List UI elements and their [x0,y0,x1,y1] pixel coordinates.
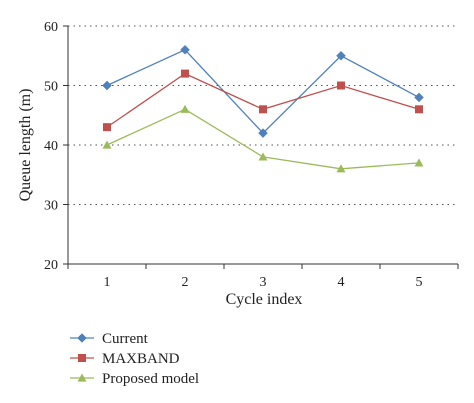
data-point-current-5 [414,92,424,103]
data-point-proposed-model-4 [336,164,346,173]
data-point-maxband-5 [415,105,423,114]
series-proposed-model [102,104,424,173]
x-tick-label-5: 5 [416,275,423,290]
data-point-current-2 [180,44,190,55]
series-line-maxband [106,72,420,128]
y-tick-label-20: 20 [44,258,58,273]
legend-item-current: Current [70,331,149,347]
legend-marker-proposed-model [77,373,87,382]
series-layer [102,44,424,173]
data-point-maxband-2 [181,69,189,78]
series-line-current [106,49,420,135]
y-tick-label-60: 60 [44,20,58,35]
legend-label-proposed-model: Proposed model [102,371,199,387]
data-point-proposed-model-2 [180,104,190,113]
data-point-maxband-1 [103,123,111,132]
legend-label-maxband: MAXBAND [102,351,180,367]
legend-label-current: Current [102,331,149,347]
legend-marker-current [77,333,87,343]
legend-item-proposed-model: Proposed model [70,371,199,387]
x-tick-label-2: 2 [182,275,189,290]
y-tick-label-50: 50 [44,80,58,95]
data-point-current-4 [336,50,346,61]
x-tick-label-3: 3 [260,275,267,290]
data-point-proposed-model-1 [102,140,112,149]
x-tick-label-1: 1 [104,275,111,290]
y-tick-label-40: 40 [44,139,58,154]
data-point-proposed-model-3 [258,152,268,161]
legend-item-maxband: MAXBAND [70,351,180,367]
y-axis-title: Queue length (m) [17,89,34,202]
data-point-current-1 [102,80,112,91]
x-axis-title: Cycle index [226,291,303,308]
axes: 20 30 40 50 60 1 2 3 4 5 [44,20,459,290]
series-maxband [103,69,423,132]
gridlines [68,25,458,206]
legend: Current MAXBAND Proposed model [70,331,199,387]
x-tick-label-4: 4 [338,275,345,290]
y-tick-label-30: 30 [44,199,58,214]
data-point-maxband-4 [337,81,345,90]
data-point-proposed-model-5 [414,158,424,167]
series-current [102,44,424,138]
data-point-maxband-3 [259,105,267,114]
data-point-current-3 [258,128,268,138]
legend-marker-maxband [78,354,86,362]
